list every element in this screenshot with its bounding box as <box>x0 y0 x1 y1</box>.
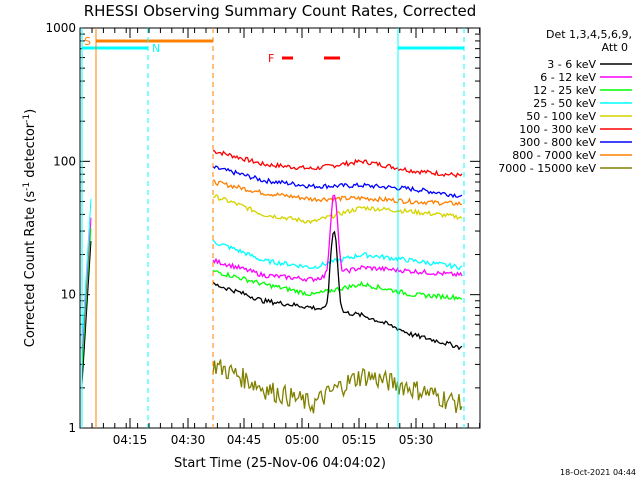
flare-flag-label: F <box>268 52 274 65</box>
legend-entry-label: 50 - 100 keV <box>526 110 596 123</box>
series-line <box>212 359 463 414</box>
x-tick-label: 04:15 <box>113 433 148 447</box>
y-label-part2: detector <box>23 122 38 182</box>
series-line-rise <box>81 228 92 373</box>
legend-entry-label: 3 - 6 keV <box>547 58 596 71</box>
y-label-sup1: -1 <box>22 182 32 191</box>
x-tick-label: 04:30 <box>171 433 206 447</box>
legend-header-2: Att 0 <box>602 41 628 54</box>
plot-frame <box>79 27 481 429</box>
legend-entry-label: 800 - 7000 keV <box>512 149 596 162</box>
y-tick-label: 10 <box>61 288 76 302</box>
timestamp: 18-Oct-2021 04:44 <box>560 468 636 477</box>
legend-entry-label: 7000 - 15000 keV <box>498 162 596 175</box>
series-line-rise <box>81 241 92 386</box>
legend-entry-label: 12 - 25 keV <box>533 84 596 97</box>
x-tick-label: 05:15 <box>342 433 377 447</box>
legend-entry-label: 6 - 12 keV <box>540 71 596 84</box>
y-tick-label: 1000 <box>45 21 76 35</box>
series-line <box>212 194 463 283</box>
plot-area <box>79 27 481 429</box>
y-tick-label: 100 <box>53 154 76 168</box>
axis-ticks: 1 10 100 1000 04:15 04:30 04:45 05:00 05:15 05:30 <box>45 21 481 447</box>
saa-flag-label: S <box>84 35 91 48</box>
x-tick-label: 05:00 <box>285 433 320 447</box>
legend-header-1: Det 1,3,4,5,6,9, <box>546 28 632 41</box>
x-axis-label: Start Time (25-Nov-06 04:04:02) <box>174 456 386 471</box>
flag-group: S N F <box>81 28 465 428</box>
series-line <box>212 230 463 351</box>
legend-entry-label: 100 - 300 keV <box>519 123 596 136</box>
series-line <box>212 165 463 199</box>
night-flag-label: N <box>152 42 160 55</box>
series-line <box>212 269 463 302</box>
x-tick-label: 05:30 <box>399 433 434 447</box>
series-line-rise <box>81 198 92 343</box>
series-line <box>212 150 463 179</box>
chart-title: RHESSI Observing Summary Count Rates, Co… <box>84 2 477 20</box>
x-tick-label: 04:45 <box>227 433 262 447</box>
y-label-part3: ) <box>23 109 38 114</box>
y-tick-label: 1 <box>68 421 76 435</box>
series-group <box>81 150 463 414</box>
legend-entry-label: 25 - 50 keV <box>533 97 596 110</box>
y-label-sup2: -1 <box>22 114 32 123</box>
series-line <box>212 194 463 225</box>
series-line-rise <box>81 217 92 362</box>
legend-entry-label: 300 - 800 keV <box>519 136 596 149</box>
series-line <box>212 179 463 206</box>
y-axis-label: Corrected Count Rate (s-1 detector-1) <box>22 109 38 347</box>
y-label-part1: Corrected Count Rate (s <box>23 191 38 348</box>
